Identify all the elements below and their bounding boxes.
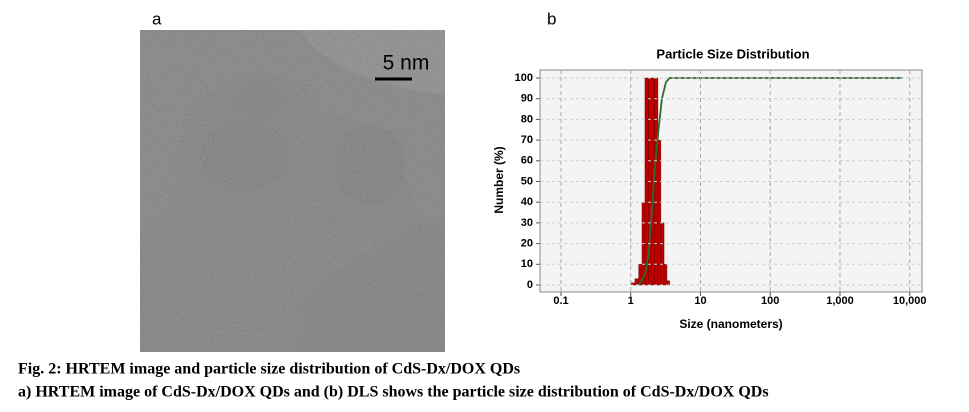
y-tick-label: 40 <box>521 196 533 208</box>
x-tick-label: 1 <box>628 295 634 307</box>
y-tick-label: 80 <box>521 113 533 125</box>
y-tick-label: 70 <box>521 134 533 146</box>
x-tick-label: 10,000 <box>893 295 927 307</box>
x-tick-label: 0.1 <box>553 295 568 307</box>
hrtem-image: 5 nm <box>140 30 445 352</box>
y-tick-label: 30 <box>521 217 533 229</box>
x-tick-label: 10 <box>694 295 706 307</box>
y-axis-label: Number (%) <box>492 146 506 213</box>
line <box>637 77 903 286</box>
chart-title: Particle Size Distribution <box>656 46 809 61</box>
bar <box>634 278 639 286</box>
y-tick-label: 20 <box>521 238 533 250</box>
caption-text: a) HRTEM image of CdS-Dx/DOX QDs and (b)… <box>18 384 769 401</box>
bar <box>666 280 670 286</box>
caption-title: Fig. 2: HRTEM image and particle size di… <box>18 361 520 378</box>
y-tick-label: 0 <box>527 279 533 291</box>
y-tick-label: 50 <box>521 175 533 187</box>
x-axis-label: Size (nanometers) <box>679 317 782 331</box>
bar <box>663 264 668 286</box>
y-tick-label: 100 <box>515 72 533 84</box>
bar <box>660 222 665 286</box>
panel-label: a <box>152 9 162 28</box>
scale-bar-label: 5 nm <box>383 52 430 75</box>
x-tick-label: 1,000 <box>826 295 854 307</box>
y-tick-label: 10 <box>521 258 533 270</box>
x-tick-label: 100 <box>761 295 779 307</box>
y-tick-label: 60 <box>521 155 533 167</box>
panel-label: b <box>547 9 556 28</box>
bar <box>657 139 662 286</box>
y-tick-label: 90 <box>521 93 533 105</box>
